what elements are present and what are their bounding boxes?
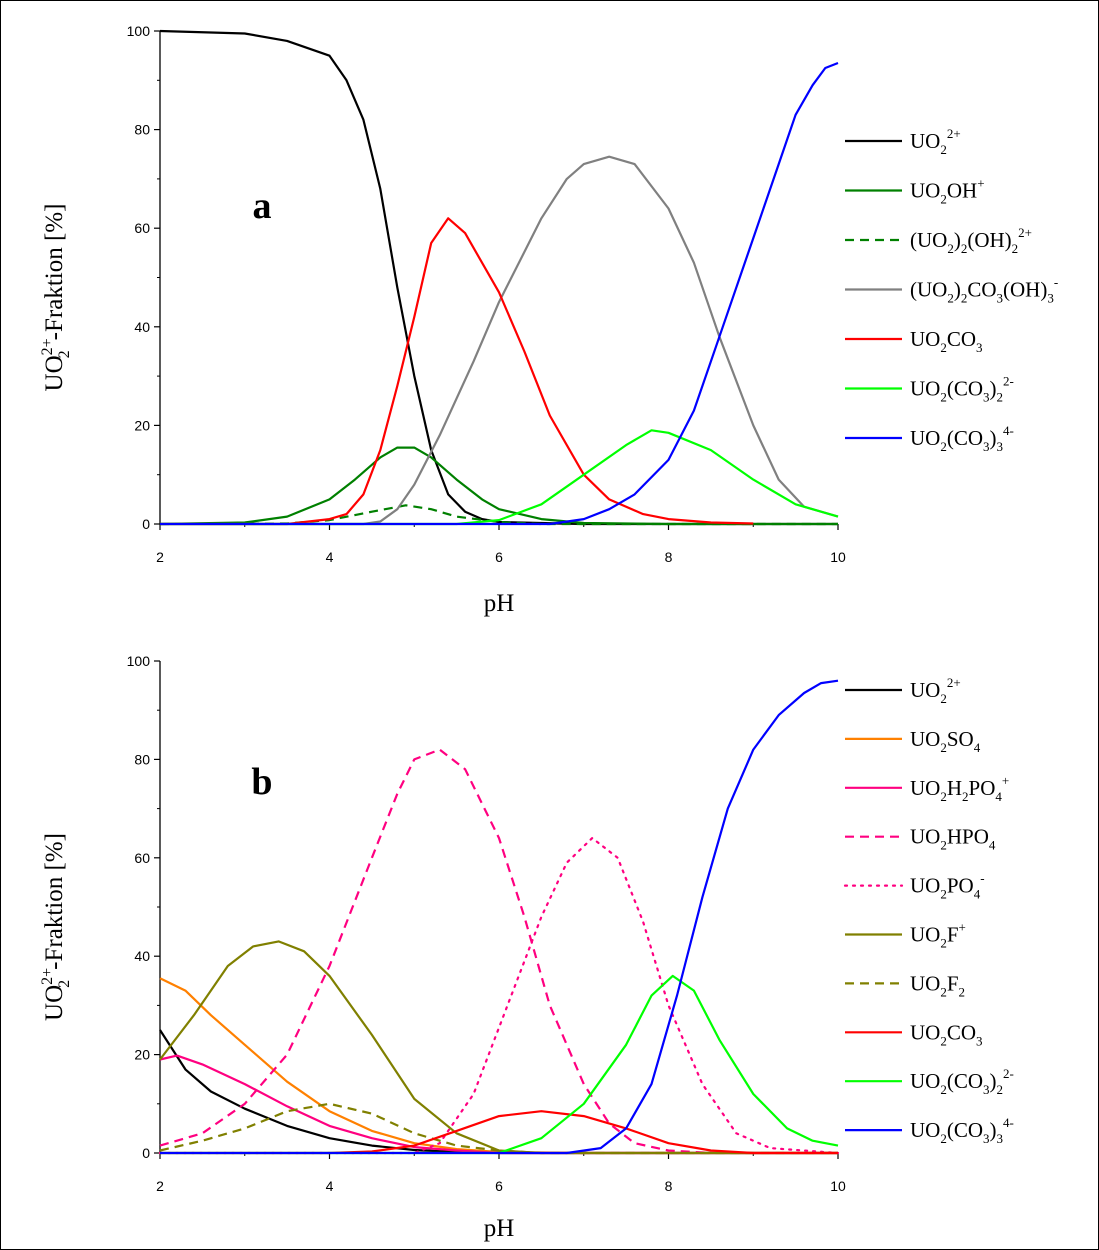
legend-label-uo2f2: UO2F2	[910, 971, 965, 999]
legend-label-uo2hpo4: UO2HPO4	[910, 825, 996, 853]
series-line-uo2oh	[159, 446, 838, 526]
x-axis-label: pH	[484, 1215, 515, 1242]
series-line-uo2co3	[160, 217, 754, 526]
y-tick-label: 20	[134, 417, 150, 433]
series-line-uo2	[159, 1029, 838, 1155]
legend-label-uo2_2oh2: (UO2)2(OH)22+	[910, 225, 1032, 256]
y-axis-label: UO2+2-Fraktion [%]	[39, 204, 73, 392]
x-tick-label: 10	[830, 549, 846, 565]
x-tick-label: 2	[156, 549, 164, 565]
legend-label-uo2co32: UO2(CO3)22-	[910, 374, 1014, 405]
series-line-uo2f2	[159, 1102, 838, 1155]
y-tick-label: 20	[134, 1047, 150, 1063]
series-line-uo2h2po4	[159, 1054, 838, 1155]
legend-label-uo2co33: UO2(CO3)34-	[910, 423, 1014, 454]
legend-label-uo2h2po4: UO2H2PO4+	[910, 773, 1009, 804]
legend-label-uo2co32: UO2(CO3)22-	[910, 1066, 1014, 1097]
chart-panel-b: 0 20 40 60 80 100 2 4 6 8 10 pH UO2+2-Fraktion [%] b U…	[39, 653, 1014, 1242]
series-line-uo2hpo4	[159, 748, 711, 1155]
y-tick-label: 100	[127, 653, 151, 669]
series-line-uo2co3	[160, 1110, 838, 1155]
x-axis-label: pH	[484, 590, 515, 617]
y-axis-label: UO2+2-Fraktion [%]	[39, 833, 73, 1021]
legend-label-uo22co3oh3: (UO2)2CO3(OH)3-	[910, 275, 1058, 306]
series-line-uo2	[159, 29, 838, 526]
x-tick-label: 10	[830, 1178, 846, 1194]
x-tick-label: 4	[326, 1178, 334, 1194]
y-tick-label: 0	[142, 1145, 150, 1161]
x-tick-label: 4	[326, 549, 334, 565]
y-tick-label: 60	[134, 850, 150, 866]
series-line-uo2co33	[160, 679, 839, 1155]
legend-label-uo2: UO22+	[910, 126, 961, 157]
series-line-uo2co33	[160, 61, 839, 526]
y-tick-label: 0	[142, 516, 150, 532]
x-tick-label: 6	[495, 549, 503, 565]
legend-label-uo2po4: UO2PO4-	[910, 871, 985, 902]
y-tick-label: 80	[134, 122, 150, 138]
y-tick-label: 40	[134, 319, 150, 335]
legend-label-uo2co3: UO2CO3	[910, 327, 983, 355]
series-line-uo2co32	[160, 974, 839, 1155]
panel-label: a	[253, 185, 272, 227]
legend-label-uo2co3: UO2CO3	[910, 1020, 983, 1048]
series-line-uo2po4	[158, 836, 840, 1155]
y-tick-label: 80	[134, 751, 150, 767]
x-tick-label: 8	[665, 1178, 673, 1194]
y-tick-label: 100	[127, 23, 151, 39]
x-tick-label: 2	[156, 1178, 164, 1194]
series-line-uo2co32	[160, 429, 839, 526]
legend-label-uo2f: UO2F+	[910, 920, 966, 951]
legend-label-uo2: UO22+	[910, 675, 961, 706]
x-tick-label: 6	[495, 1178, 503, 1194]
legend-label-uo2co33: UO2(CO3)34-	[910, 1115, 1014, 1146]
y-tick-label: 40	[134, 948, 150, 964]
y-tick-label: 60	[134, 220, 150, 236]
panel-label: b	[251, 761, 272, 803]
legend-label-uo2so4: UO2SO4	[910, 727, 981, 755]
legend-label-uo2oh: UO2OH+	[910, 176, 985, 207]
x-tick-label: 8	[665, 549, 673, 565]
chart-panel-a: 0 20 40 60 80 100 2 4 6 8 10 pH UO2+2-Fraktion [%] a U…	[39, 23, 1058, 617]
series-line-uo22co3oh3	[160, 155, 839, 526]
